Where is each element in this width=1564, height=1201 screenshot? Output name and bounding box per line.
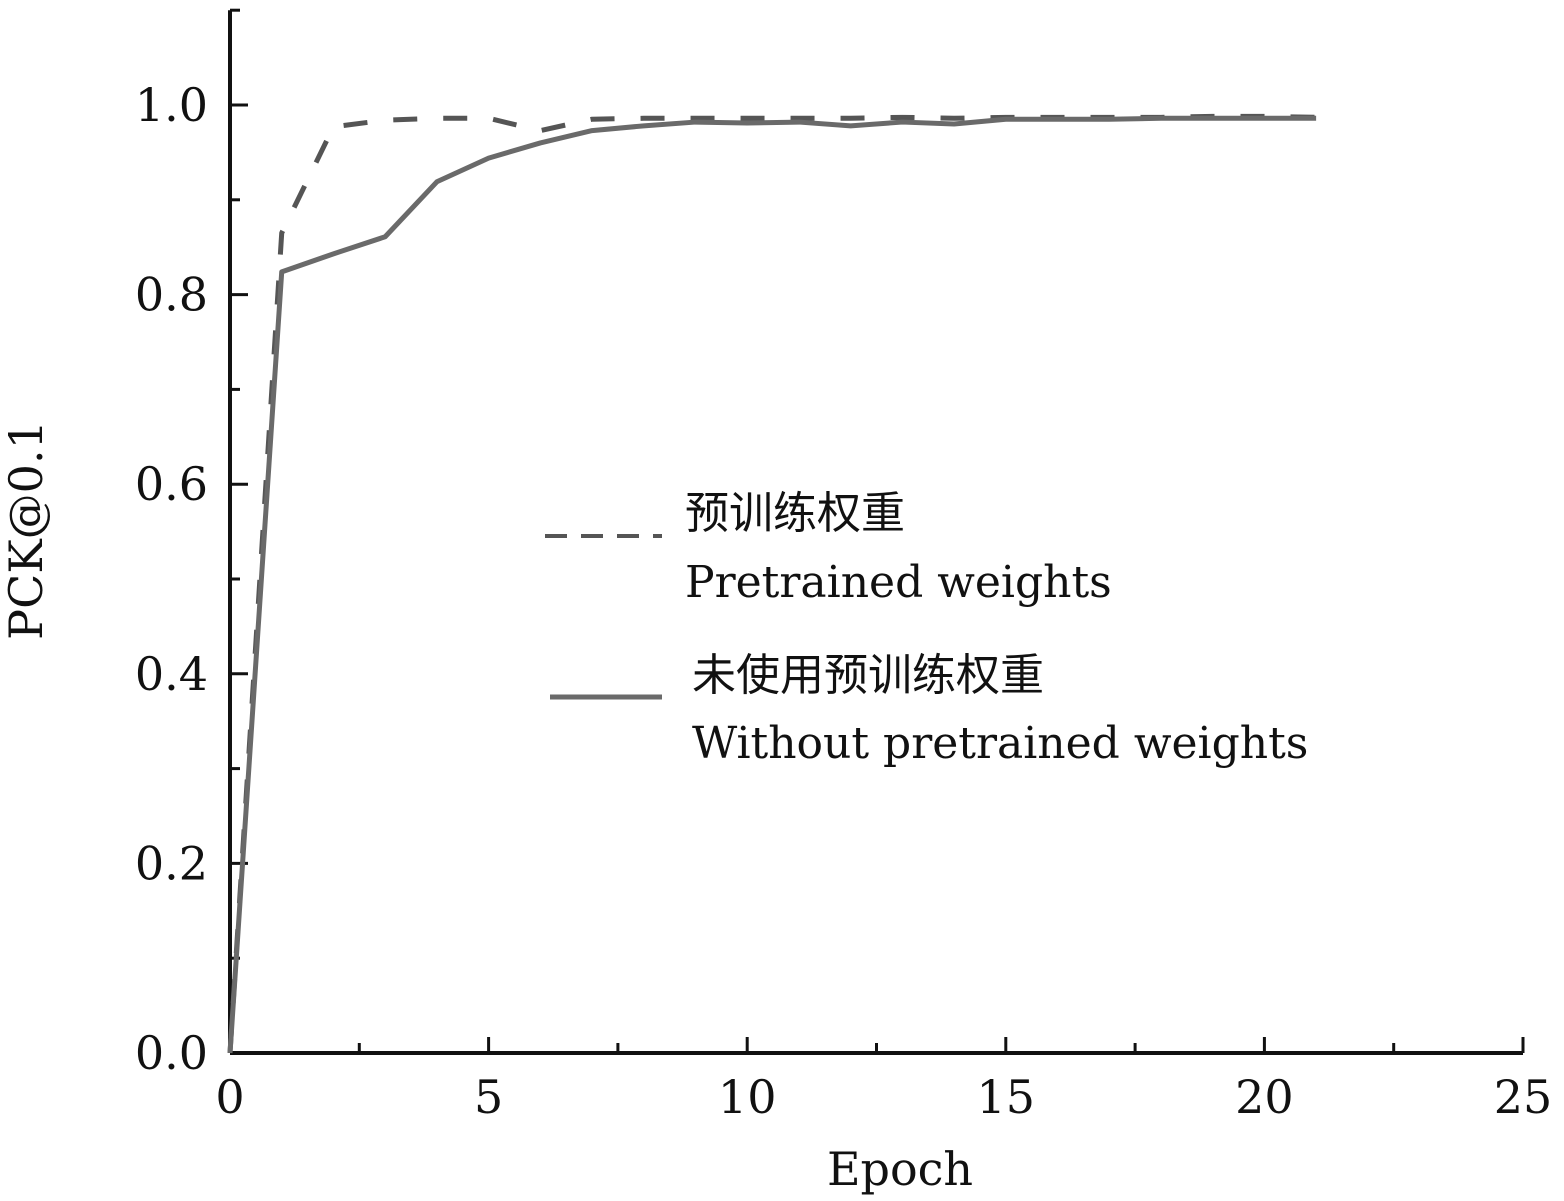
legend-label-without-en: Without pretrained weights [692, 718, 1308, 769]
x-tick-label: 15 [977, 1070, 1036, 1124]
series-line-without-pretrained [227, 115, 1317, 1054]
y-axis-label: PCK@0.1 [0, 420, 53, 640]
x-tick-label: 20 [1235, 1070, 1294, 1124]
y-tick-label: 0.4 [135, 647, 208, 701]
legend-label-pretrained-en: Pretrained weights [685, 557, 1112, 608]
x-tick-label: 25 [1494, 1070, 1553, 1124]
x-axis-label: Epoch [827, 1142, 973, 1196]
y-tick-label: 1.0 [135, 78, 208, 132]
y-tick-label: 0.2 [135, 836, 208, 890]
x-tick-label: 0 [215, 1070, 244, 1124]
x-tick-label: 10 [718, 1070, 777, 1124]
y-tick-label: 0.8 [135, 268, 208, 322]
series-line-pretrained [227, 113, 1317, 1054]
x-tick-label: 5 [474, 1070, 503, 1124]
axes: 0.0 0.2 0.4 0.6 0.8 1.0 0 5 10 15 20 25 [135, 8, 1553, 1124]
y-tick-label: 0.6 [135, 457, 208, 511]
legend-label-without-cn: 未使用预训练权重 [692, 650, 1044, 701]
y-tick-label: 0.0 [135, 1026, 208, 1080]
legend: 预训练权重 Pretrained weights 未使用预训练权重 Withou… [545, 488, 1308, 769]
series-group [227, 113, 1317, 1054]
legend-label-pretrained-cn: 预训练权重 [685, 488, 905, 539]
